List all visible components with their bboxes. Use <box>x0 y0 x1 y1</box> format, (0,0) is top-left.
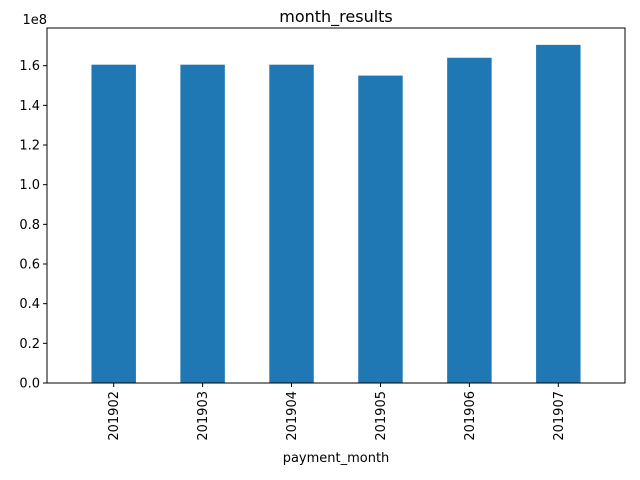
x-tick-label: 201904 <box>285 391 300 441</box>
y-tick-label: 0.4 <box>19 297 40 312</box>
bar-201905 <box>358 75 403 383</box>
x-tick-label: 201903 <box>196 391 211 441</box>
x-axis: 201902 201903 201904 201905 201906 201907 <box>107 383 567 441</box>
x-axis-label: payment_month <box>283 451 390 466</box>
y-tick-label: 1.4 <box>19 99 40 114</box>
y-axis: 0.0 0.2 0.4 0.6 0.8 1.0 1.2 1.4 1.6 <box>19 59 47 392</box>
x-tick-label: 201906 <box>463 391 478 441</box>
x-tick-label: 201902 <box>107 391 122 441</box>
bar-201906 <box>447 57 492 384</box>
x-tick-label: 201907 <box>552 391 567 441</box>
bar-201902 <box>91 64 136 383</box>
plot-frame <box>46 27 626 384</box>
bar-201903 <box>180 64 225 383</box>
x-tick-label: 201905 <box>374 391 389 441</box>
y-tick-label: 1.0 <box>19 178 40 193</box>
bar-201904 <box>269 64 314 383</box>
y-axis-offset-label: 1e8 <box>22 13 47 28</box>
y-tick-label: 0.6 <box>19 258 40 273</box>
y-tick-label: 0.0 <box>19 377 40 392</box>
chart-title: month_results <box>279 7 393 27</box>
y-tick-label: 1.2 <box>19 139 40 154</box>
bar-201907 <box>536 44 581 383</box>
y-tick-label: 0.2 <box>19 337 40 352</box>
y-tick-label: 0.8 <box>19 218 40 233</box>
y-tick-label: 1.6 <box>19 59 40 74</box>
bars-group <box>91 44 581 384</box>
